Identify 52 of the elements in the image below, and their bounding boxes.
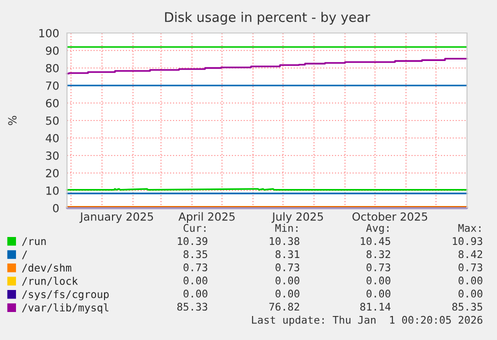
x-tick-label: January 2025 — [79, 212, 153, 223]
text: 0.00 — [276, 290, 300, 298]
text: Cur: — [184, 224, 206, 232]
x-tick-label: April 2025 — [178, 212, 235, 223]
y-tick-label: 100 — [39, 28, 59, 38]
y-tick-label: 20 — [46, 168, 59, 178]
text: 10.39 — [178, 237, 208, 246]
text: 10.38 — [270, 237, 300, 246]
text: 0.73 — [276, 263, 300, 272]
text: Min: — [275, 224, 298, 232]
text: 0.00 — [366, 290, 390, 298]
text: 0.00 — [184, 276, 208, 284]
legend-label: /dev/shm — [22, 264, 72, 272]
y-tick-label: 10 — [46, 186, 59, 195]
text: Last update: Thu Jan 1 00:20:05 2026 — [252, 316, 482, 326]
y-tick-label: 40 — [46, 134, 59, 142]
text: 10.93 — [452, 237, 482, 246]
y-tick-label: 90 — [46, 46, 59, 55]
text: Avg: — [366, 224, 388, 234]
legend-label: /sys/fs/cgroup — [22, 290, 109, 300]
text: 10.45 — [360, 237, 390, 246]
text: 85.35 — [452, 302, 482, 311]
text: 8.31 — [276, 250, 300, 258]
y-axis-title: % — [8, 116, 17, 126]
x-tick-label: July 2025 — [272, 212, 323, 223]
legend-label: /run/lock — [22, 276, 78, 286]
text: 85.33 — [177, 302, 208, 311]
legend-label: / — [22, 250, 28, 260]
text: 0.00 — [458, 276, 482, 284]
text: 8.32 — [366, 250, 390, 258]
text: 8.35 — [184, 250, 208, 258]
text: 0.00 — [366, 276, 390, 284]
y-tick-label: 30 — [46, 151, 59, 160]
text: 81.14 — [360, 302, 391, 311]
y-tick-label: 60 — [46, 98, 59, 108]
text: 0.00 — [276, 276, 300, 284]
text: 0.73 — [184, 263, 208, 272]
y-tick-label: 70 — [46, 81, 59, 90]
y-tick-label: 50 — [46, 116, 59, 125]
text: 0.00 — [458, 290, 482, 298]
legend-label: /var/lib/mysql — [22, 303, 108, 314]
text: 76.82 — [269, 302, 300, 311]
y-tick-label: 0 — [53, 204, 59, 212]
text: 0.73 — [366, 263, 390, 272]
text: 0.73 — [458, 263, 482, 272]
legend-label: /run — [22, 237, 46, 246]
chart-title: Disk usage in percent - by year — [165, 12, 370, 25]
text: 0.00 — [184, 290, 208, 298]
y-tick-label: 80 — [46, 64, 59, 72]
x-tick-label: October 2025 — [352, 212, 428, 221]
text: 8.42 — [458, 250, 482, 258]
text: Max: — [458, 224, 480, 232]
